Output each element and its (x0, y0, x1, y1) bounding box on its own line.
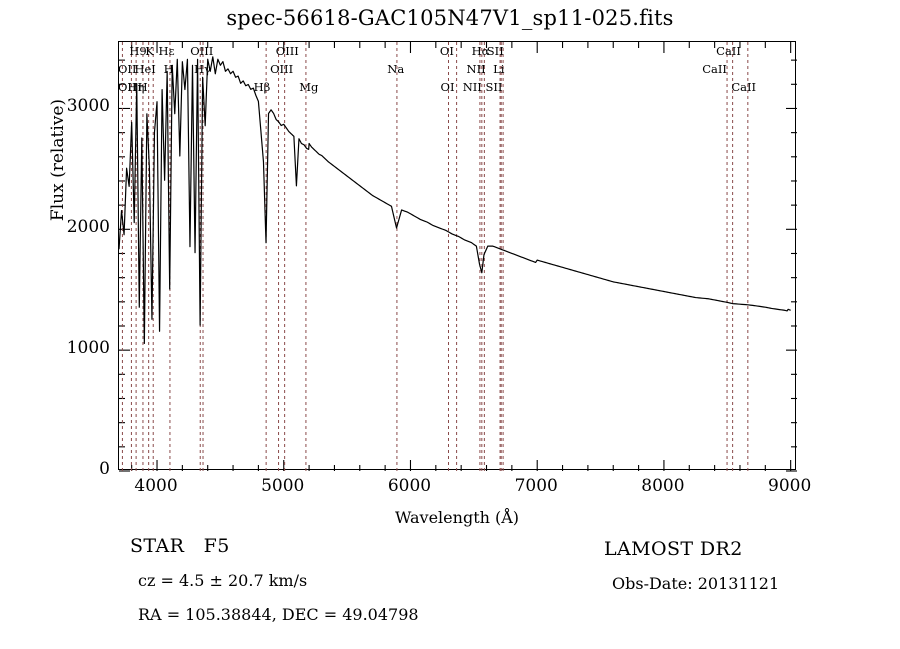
line-label-SII-6716: SII (486, 44, 504, 58)
line-label-H-6563: Hα (471, 44, 490, 58)
spectrum-plot (118, 42, 797, 472)
line-label-H-4102: H (163, 62, 174, 76)
survey-name: LAMOST DR2 (604, 538, 743, 560)
coordinates: RA = 105.38844, DEC = 49.04798 (138, 605, 419, 624)
y-tick-1000: 1000 (66, 338, 110, 359)
line-label-Mg-5175: Mg (299, 80, 319, 94)
line-label-CaII-8542: CaII (716, 44, 741, 58)
line-label-OIII-5007: OIII (275, 44, 299, 58)
line-label-OII-3727: OII (118, 62, 137, 76)
line-label-H9-3835: H9 (129, 44, 147, 58)
plot-frame (118, 41, 797, 472)
y-axis-label: Flux (relative) (48, 98, 68, 222)
line-label-H-4861: Hβ (253, 80, 271, 94)
line-label-H-3889: H (137, 80, 148, 94)
x-tick-5000: 5000 (261, 476, 305, 496)
x-tick-9000: 9000 (768, 476, 812, 496)
line-label-OIII-4959: OIII (270, 62, 294, 76)
line-label-H-3798: Hη (127, 80, 145, 94)
y-tick-0: 0 (99, 459, 110, 479)
x-axis-label: Wavelength (Å) (394, 508, 520, 527)
line-label-Li-6707: Li (493, 62, 505, 76)
line-label-H-3970: Hε (158, 44, 175, 58)
line-label-CaII-8662: CaII (731, 80, 757, 94)
x-tick-6000: 6000 (387, 476, 432, 496)
line-label-OII-3727: OII (118, 80, 137, 94)
redshift-velocity: cz = 4.5 ± 20.7 km/s (138, 571, 308, 590)
line-label-OI-6364: OI (440, 80, 455, 94)
x-tick-8000: 8000 (641, 476, 685, 496)
y-tick-2000: 2000 (66, 217, 110, 238)
object-type: STAR F5 (130, 535, 230, 557)
line-label-K-3934: K (145, 44, 154, 58)
line-label-Na-5893: Na (387, 62, 405, 76)
line-label-H-4341: Hγ (194, 62, 211, 76)
line-label-CaII-8498: CaII (702, 62, 727, 76)
line-label-NII-6583: NII (462, 80, 482, 94)
x-tick-4000: 4000 (134, 476, 178, 496)
line-label-HeI-3889: HeI (134, 62, 156, 76)
line-label-NII-6548: NII (466, 62, 486, 76)
observation-date: Obs-Date: 20131121 (612, 574, 780, 593)
x-tick-7000: 7000 (514, 476, 558, 496)
line-label-SII-6731: SII (485, 80, 503, 94)
page-title: spec-56618-GAC105N47V1_sp11-025.fits (226, 6, 674, 30)
line-label-OIII-4363: OIII (190, 44, 214, 58)
line-label-OI-6300: OI (439, 44, 454, 58)
y-tick-3000: 3000 (66, 96, 110, 117)
